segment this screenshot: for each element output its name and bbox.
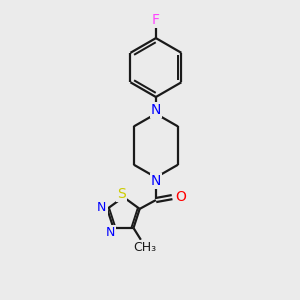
Text: CH₃: CH₃	[134, 241, 157, 254]
Text: N: N	[106, 226, 115, 239]
Text: O: O	[175, 190, 186, 204]
Text: N: N	[97, 201, 106, 214]
Text: N: N	[151, 103, 161, 117]
Text: N: N	[151, 174, 161, 188]
Text: S: S	[117, 187, 125, 201]
Text: F: F	[152, 13, 160, 27]
